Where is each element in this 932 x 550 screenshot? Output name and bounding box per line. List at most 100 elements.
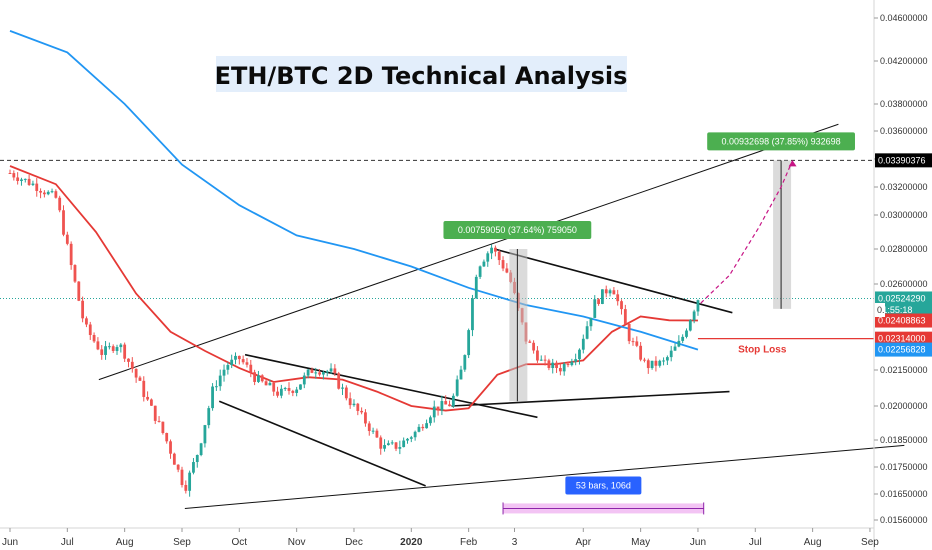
candle-body (390, 442, 394, 444)
x-tick-label: Aug (804, 537, 822, 548)
candle-body (570, 361, 574, 366)
candle-body (73, 265, 77, 282)
candle-body (211, 386, 214, 409)
chart-title: ETH/BTC 2D Technical Analysis (215, 56, 628, 92)
measure-label: 0.00759050 (37.64%) 759050 (458, 225, 577, 235)
candle-body (505, 268, 509, 273)
x-tick-label: Jul (749, 537, 762, 548)
candle-body (39, 190, 42, 193)
y-tick-label: 0.04600000 (880, 13, 928, 23)
candle-body (344, 387, 348, 399)
candle-body (685, 330, 688, 337)
candle-body (81, 300, 85, 319)
candle-body (478, 266, 482, 277)
x-tick-label: May (631, 537, 650, 548)
candle-body (623, 309, 627, 324)
candle-body (360, 410, 364, 413)
candle-body (329, 368, 333, 372)
candle-body (394, 442, 398, 449)
candle-body (65, 234, 69, 244)
candle-body (551, 362, 555, 369)
title-background (216, 56, 627, 92)
candle-body (471, 298, 474, 331)
trendline (184, 444, 905, 509)
candle-body (490, 247, 493, 254)
candle-body (402, 440, 406, 448)
candle-body (608, 290, 612, 294)
x-tick-label: Dec (345, 537, 363, 548)
y-tick-label: 0.01560000 (880, 515, 928, 525)
candle-body (536, 350, 539, 361)
candle-body (669, 350, 673, 358)
candle-body (432, 406, 436, 418)
candle-body (429, 417, 432, 424)
candle-body (119, 344, 123, 348)
candle-body (104, 346, 107, 355)
candle-body (268, 382, 272, 386)
x-tick-label: Jul (61, 537, 74, 548)
candle-body (620, 301, 623, 310)
candle-body (421, 426, 425, 429)
candle-body (245, 362, 249, 365)
candle-body (417, 426, 421, 432)
candle-body (142, 380, 146, 397)
price-tag-label: 0.02314000 (878, 334, 926, 344)
candle-body (237, 355, 241, 360)
candle-body (279, 388, 283, 396)
candle-body (130, 361, 134, 369)
candle-body (665, 357, 669, 361)
candle-body (218, 375, 222, 387)
candle-body (88, 324, 92, 336)
y-tick-label: 0.01850000 (880, 435, 928, 445)
date-range-label: 53 bars, 106d (576, 480, 631, 490)
candle-body (302, 375, 306, 385)
price-tag (875, 331, 932, 346)
candle-body (46, 191, 50, 195)
candle-body (23, 178, 27, 180)
candle-body (77, 281, 81, 301)
candle-body (589, 317, 593, 327)
y-tick-label: 0.04200000 (880, 56, 928, 66)
candle-body (341, 387, 344, 389)
candle-body (356, 403, 360, 411)
candle-body (585, 326, 589, 339)
candle-body (157, 420, 161, 422)
candle-body (169, 441, 172, 454)
series-layer (9, 30, 699, 412)
price-tag-label: 0.02408863 (878, 316, 926, 326)
candles-layer (8, 169, 700, 497)
candle-body (222, 369, 226, 376)
candle-body (677, 340, 681, 347)
candle-body (352, 403, 356, 406)
candle-body (180, 469, 184, 485)
candle-body (337, 373, 341, 389)
title-text: ETH/BTC 2D Technical Analysis (215, 62, 628, 90)
x-tick-label: 3 (512, 537, 518, 548)
candle-body (383, 445, 386, 449)
measure-box (509, 249, 528, 402)
candle-body (16, 177, 20, 181)
candle-body (295, 389, 299, 393)
candle-body (58, 197, 62, 211)
candle-body (497, 251, 501, 261)
candle-body (322, 372, 325, 375)
candle-body (54, 191, 58, 198)
candle-body (111, 346, 115, 351)
candle-body (100, 349, 104, 355)
candle-body (318, 372, 321, 375)
candle-body (662, 360, 665, 362)
candle-body (501, 260, 505, 269)
x-tick-label: Sep (173, 537, 191, 548)
y-tick-label: 0.03200000 (880, 182, 928, 192)
candle-body (375, 430, 379, 438)
candle-body (593, 299, 597, 318)
price-tag (875, 313, 932, 328)
candle-body (96, 341, 100, 350)
candle-body (459, 369, 463, 380)
candle-body (314, 372, 318, 374)
candle-body (291, 390, 295, 393)
candle-body (482, 261, 486, 267)
candle-body (604, 289, 608, 294)
price-tag-label: 11:55:18 (878, 305, 912, 315)
